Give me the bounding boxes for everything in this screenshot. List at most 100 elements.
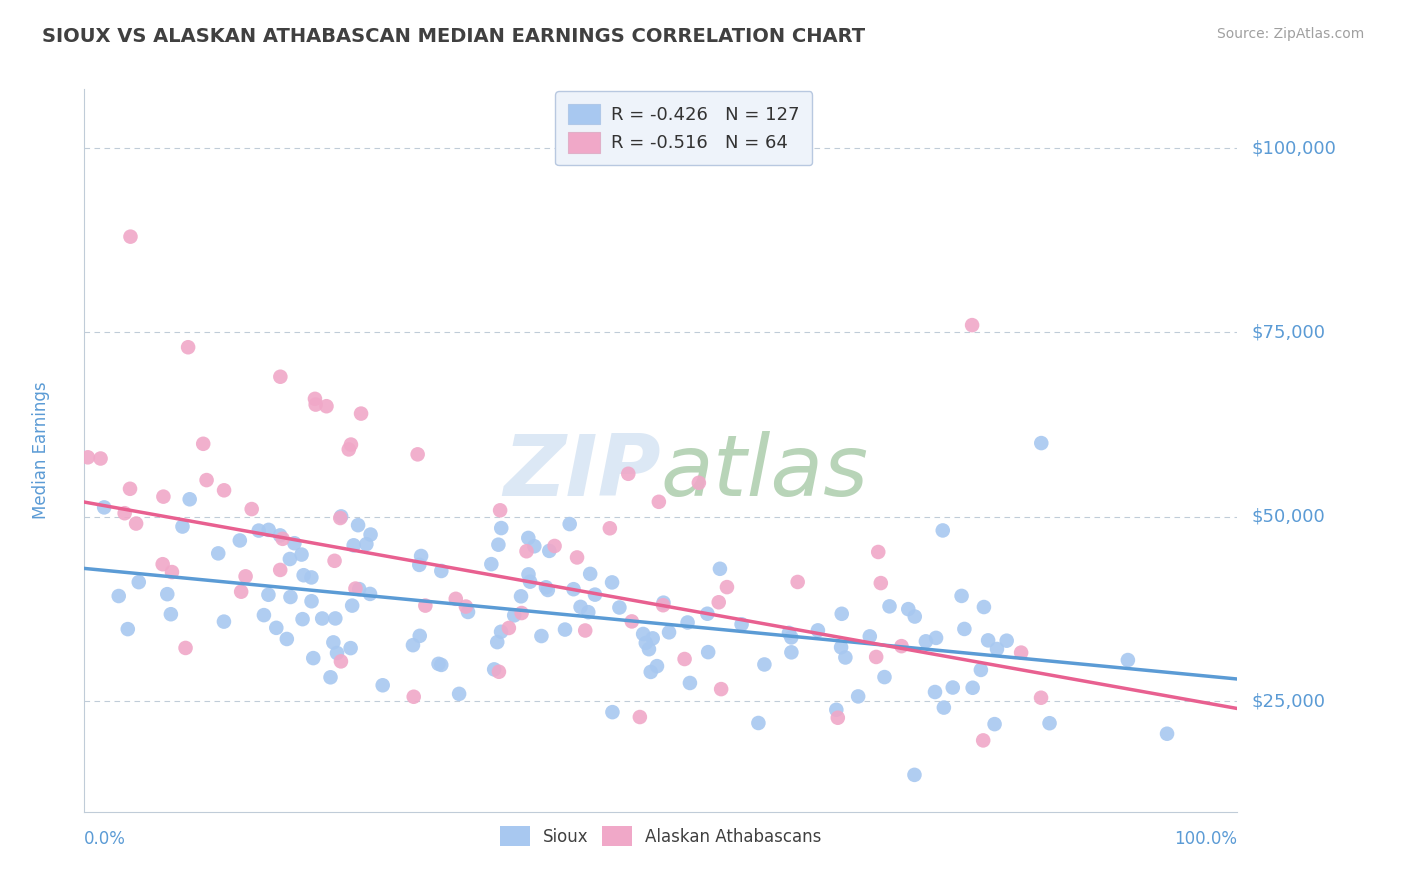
Point [347,582,370,596]
Point [269,528,291,542]
Point [491,521,513,535]
Point [479,557,502,571]
Point [574,624,596,638]
Point [454,599,477,614]
Point [257,588,280,602]
Point [488,665,510,679]
Point [371,678,394,692]
Point [415,599,437,613]
Point [569,599,592,614]
Point [301,594,323,608]
Point [457,605,479,619]
Point [337,442,360,457]
Point [359,587,381,601]
Point [932,524,955,538]
Point [347,518,370,533]
Point [329,511,352,525]
Text: $25,000: $25,000 [1251,692,1326,710]
Point [515,544,537,558]
Point [868,545,890,559]
Point [648,495,671,509]
Point [449,687,471,701]
Point [339,641,361,656]
Point [523,539,546,553]
Point [117,622,139,636]
Point [599,521,621,535]
Point [778,626,800,640]
Point [924,685,946,699]
Point [212,483,235,498]
Point [276,632,298,646]
Point [827,711,849,725]
Point [600,575,623,590]
Point [247,524,270,538]
Point [323,611,346,625]
Point [402,690,425,704]
Point [747,716,769,731]
Point [977,633,1000,648]
Point [673,652,696,666]
Point [962,681,984,695]
Point [558,517,581,532]
Point [510,606,533,620]
Point [652,599,675,613]
Point [617,467,640,481]
Point [427,657,450,671]
Point [179,492,201,507]
Point [953,622,976,636]
Point [697,645,720,659]
Point [645,659,668,673]
Point [530,629,553,643]
Point [554,623,576,637]
Point [534,580,557,594]
Text: SIOUX VS ALASKAN ATHABASCAN MEDIAN EARNINGS CORRELATION CHART: SIOUX VS ALASKAN ATHABASCAN MEDIAN EARNI… [42,27,865,45]
Point [269,369,291,384]
Point [932,700,955,714]
Point [311,611,333,625]
Point [118,482,141,496]
Point [172,519,194,533]
Point [271,532,294,546]
Point [207,546,229,560]
Point [538,544,561,558]
Point [834,650,856,665]
Point [107,589,129,603]
Point [253,608,276,623]
Point [319,670,342,684]
Point [503,608,526,623]
Point [120,229,142,244]
Point [620,615,643,629]
Text: $50,000: $50,000 [1251,508,1324,525]
Point [409,629,432,643]
Point [754,657,776,672]
Point [360,527,382,541]
Point [90,451,112,466]
Point [942,681,965,695]
Point [128,575,150,590]
Point [283,536,305,550]
Text: atlas: atlas [661,431,869,514]
Point [340,599,363,613]
Point [344,582,367,596]
Point [326,646,349,660]
Point [986,642,1008,657]
Point [406,447,429,461]
Point [950,589,973,603]
Point [676,615,699,630]
Point [278,552,301,566]
Point [280,590,302,604]
Point [707,595,730,609]
Point [995,633,1018,648]
Point [174,640,197,655]
Point [125,516,148,531]
Point [631,627,654,641]
Point [1156,727,1178,741]
Point [519,574,541,589]
Text: Source: ZipAtlas.com: Source: ZipAtlas.com [1216,27,1364,41]
Point [402,638,425,652]
Point [160,565,183,579]
Point [915,634,938,648]
Point [356,537,378,551]
Point [873,670,896,684]
Point [786,574,808,589]
